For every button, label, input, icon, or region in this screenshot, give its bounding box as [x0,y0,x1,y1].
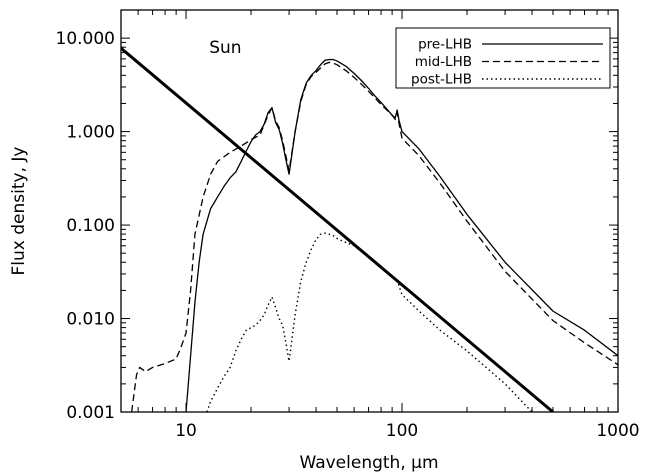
series-line-mid-lhb [130,61,618,412]
legend-label: post-LHB [411,72,472,88]
y-tick-label: 1.000 [66,123,115,143]
plot-frame [120,9,619,413]
y-tick-label: 10.000 [56,29,115,49]
x-tick-label: 1000 [596,421,639,441]
series-line-sun [121,47,554,412]
y-tick-label: 0.100 [66,216,115,236]
legend-box [395,27,611,89]
x-tick-label: 10 [175,421,197,441]
x-tick-label: 100 [386,421,418,441]
y-tick-label: 0.001 [66,403,115,423]
series-line-pre-lhb [185,58,618,412]
y-axis-title: Flux density, Jy [9,147,29,276]
series-line-post-lhb [206,232,533,412]
x-axis-title: Wavelength, μm [299,453,438,473]
annotation-layer: Sun [209,38,241,58]
y-tick-label: 0.010 [66,310,115,330]
series-layer [121,47,618,412]
sun-annotation: Sun [209,38,241,58]
legend-label: pre-LHB [418,37,472,53]
legend-label: mid-LHB [415,54,472,70]
